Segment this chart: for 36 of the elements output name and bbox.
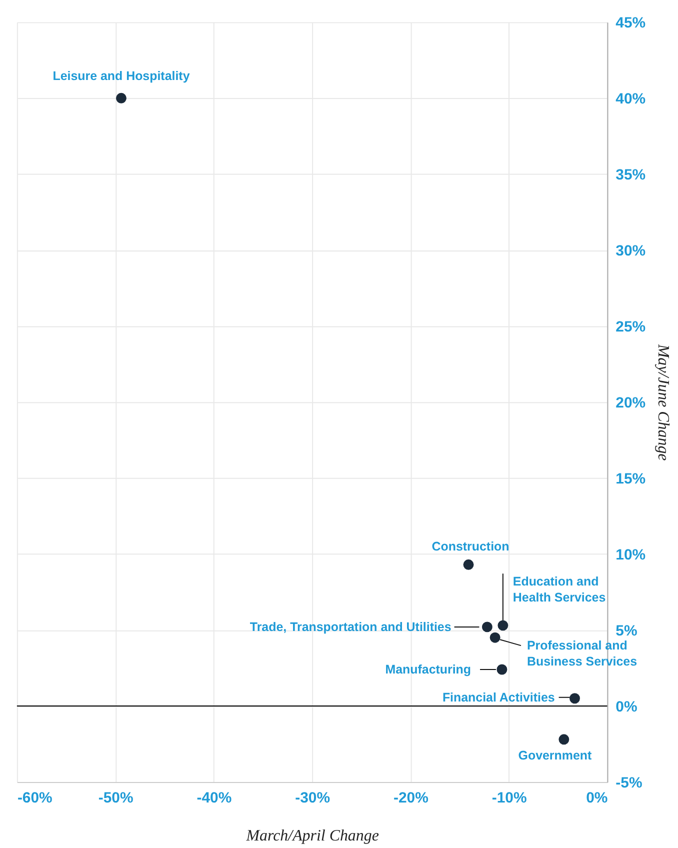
y-tick-label: 25% [616,318,646,336]
y-tick-label: 20% [616,394,646,412]
y-tick-label: 15% [616,470,646,488]
x-tick-label: -10% [492,789,527,806]
y-tick-label: 5% [616,622,638,640]
annotation: Financial Activities [442,690,555,704]
annotation: Trade, Transportation and Utilities [250,620,452,634]
x-axis-title: March/April Change [245,827,379,844]
point [490,632,500,643]
y-axis-title: May/June Change [654,343,672,461]
annotation: Education and Health Services [512,574,606,605]
x-tick-label: -40% [196,789,232,806]
x-tick-label: -60% [17,789,52,806]
point [570,693,580,704]
x-tick-label: -30% [295,789,330,806]
y-tick-label: 0% [616,698,638,716]
x-tick-label: -20% [394,789,428,806]
y-tick-label: 40% [616,90,646,108]
y-tick-label: 10% [616,546,646,564]
point [498,620,508,631]
point [558,734,570,745]
y-tick-label: 35% [616,166,646,184]
point [482,622,492,632]
point [116,92,126,104]
x-tick-label: -50% [98,789,134,806]
point [496,664,508,675]
annotation: Manufacturing [385,662,472,676]
point [463,559,474,570]
x-tick-label: 0% [586,789,608,806]
annotation: Government [518,748,592,762]
annotation: Leisure and Hospitality [52,69,190,84]
annotation: Professional and Business Services [526,638,638,669]
annotation: Construction [432,540,510,554]
y-tick-label: -5% [616,774,642,792]
y-tick-label: 45% [616,14,646,32]
y-tick-label: 30% [616,242,646,260]
